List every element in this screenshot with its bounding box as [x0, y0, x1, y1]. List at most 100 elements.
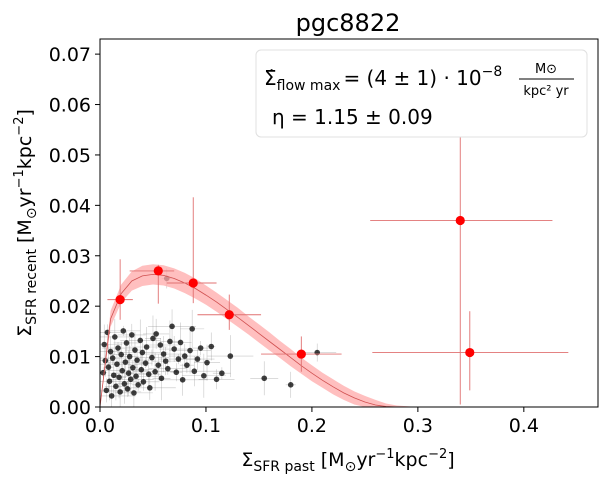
black-point-58: [177, 339, 184, 346]
black-point-50: [162, 358, 169, 364]
black-point-44: [152, 368, 158, 375]
y-tick-label-2: 0.02: [49, 296, 91, 318]
black-point-5: [105, 364, 112, 370]
red-points: [115, 215, 475, 359]
black-point-17: [118, 351, 124, 358]
black-point-60: [181, 353, 188, 359]
black-point-0: [100, 369, 106, 376]
x-tick-label-1: 0.1: [191, 415, 221, 437]
y-tick-label-0: 0.00: [49, 397, 91, 419]
black-point-32: [134, 357, 140, 363]
black-point-27: [128, 332, 135, 338]
black-point-54: [169, 323, 175, 330]
black-point-66: [197, 345, 204, 351]
black-point-30: [132, 347, 138, 353]
black-point-18: [119, 367, 126, 374]
chart-title: pgc8822: [296, 9, 401, 37]
black-point-61: [184, 362, 190, 368]
black-point-21: [122, 359, 129, 365]
black-point-67: [201, 372, 207, 379]
black-point-69: [208, 343, 215, 350]
black-point-55: [171, 346, 177, 352]
x-axis-ticks: 0.0 0.1 0.2 0.3 0.4: [85, 407, 539, 437]
black-point-23: [124, 386, 131, 392]
black-point-13: [114, 361, 120, 367]
black-point-62: [187, 347, 193, 354]
black-point-57: [175, 356, 182, 362]
black-point-14: [115, 345, 121, 351]
black-point-33: [135, 382, 141, 388]
black-point-68: [204, 359, 210, 366]
black-point-36: [139, 349, 146, 356]
black-point-53: [167, 338, 173, 345]
black-point-8: [108, 393, 115, 399]
black-point-41: [147, 385, 153, 391]
black-point-42: [149, 354, 155, 361]
red-point-5: [455, 215, 465, 226]
black-point-24: [125, 370, 132, 377]
annotation-unit-denominator: kpc² yr: [523, 84, 569, 99]
y-tick-label-6: 0.06: [49, 95, 91, 117]
x-axis-title: ΣSFR past [M⊙yr−1kpc−2]: [241, 447, 454, 475]
black-point-20: [121, 381, 128, 387]
y-tick-label-7: 0.07: [49, 44, 91, 66]
black-point-45: [153, 331, 159, 337]
x-tick-label-0: 0.0: [85, 415, 115, 437]
x-tick-label-2: 0.2: [297, 415, 327, 437]
black-point-25: [126, 353, 133, 360]
black-point-31: [133, 373, 139, 380]
y-tick-label-1: 0.01: [49, 347, 91, 369]
black-point-15: [116, 374, 122, 381]
black-point-22: [123, 340, 130, 346]
black-point-11: [112, 334, 118, 340]
black-point-43: [150, 335, 156, 342]
black-point-47: [157, 342, 164, 348]
annotation-flow-formula: Σ̇flow max = (4 ± 1) · 10−8: [264, 64, 502, 94]
black-point-72: [227, 353, 234, 359]
x-tick-label-3: 0.3: [403, 415, 433, 437]
black-point-26: [127, 376, 134, 383]
black-point-6: [106, 378, 113, 385]
black-point-38: [142, 360, 149, 366]
black-point-71: [219, 370, 225, 377]
black-point-3: [103, 387, 110, 394]
black-point-65: [194, 356, 201, 362]
red-point-4: [296, 349, 306, 359]
black-point-35: [138, 366, 145, 373]
black-point-64: [191, 368, 198, 375]
black-point-29: [131, 390, 137, 396]
y-tick-label-4: 0.04: [49, 195, 91, 217]
red-point-3: [224, 310, 234, 320]
black-point-37: [140, 378, 147, 385]
annotation-box: Σ̇flow max = (4 ± 1) · 10−8 M⊙ kpc² yr η …: [255, 49, 588, 138]
red-point-1: [153, 266, 163, 276]
black-point-73: [261, 375, 268, 382]
x-tick-label-4: 0.4: [509, 415, 539, 437]
black-point-56: [173, 369, 180, 376]
red-point-0: [115, 295, 125, 305]
black-point-52: [165, 365, 171, 372]
plot-frame: [99, 38, 599, 408]
black-point-63: [189, 326, 195, 332]
black-point-39: [143, 344, 150, 350]
y-axis-ticks: 0.00 0.01 0.02 0.03 0.04 0.05 0.06 0.07: [49, 44, 100, 419]
red-point-6: [465, 347, 475, 358]
black-point-59: [179, 376, 186, 383]
black-point-28: [130, 364, 136, 371]
black-point-40: [145, 371, 152, 378]
annotation-eta: η = 1.15 ± 0.09: [272, 105, 433, 129]
y-axis-title: ΣSFR recent [M⊙yr−1kpc−2]: [12, 109, 40, 337]
black-points: [100, 275, 321, 399]
black-point-1: [101, 341, 108, 348]
black-point-34: [137, 337, 144, 344]
black-point-7: [107, 348, 114, 355]
black-point-48: [158, 375, 165, 382]
black-point-46: [155, 362, 162, 368]
black-point-9: [109, 355, 116, 361]
y-tick-label-3: 0.03: [49, 246, 91, 268]
red-point-2: [188, 278, 198, 288]
black-point-10: [110, 372, 117, 379]
black-point-70: [213, 376, 220, 383]
